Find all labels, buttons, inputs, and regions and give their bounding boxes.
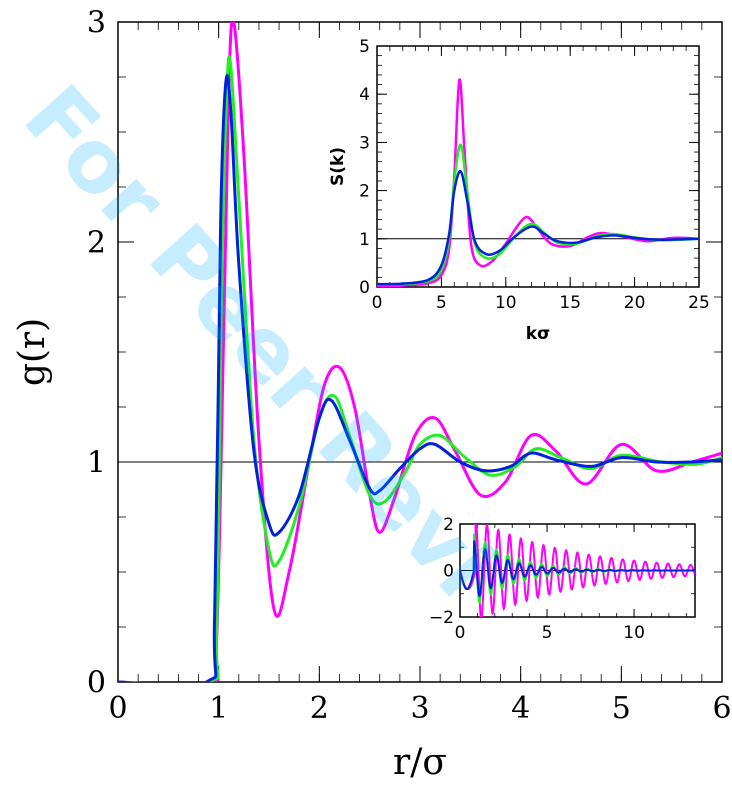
inset-top-y-tick-label: 5 (359, 37, 370, 57)
inset-top-frame (376, 45, 700, 288)
main-y-tick-label: 0 (87, 666, 106, 701)
main-x-tick-label: 3 (410, 691, 429, 726)
main-series-magenta (118, 22, 722, 682)
main-y-tick-label: 2 (87, 226, 106, 261)
main-y-tick-label: 1 (87, 446, 106, 481)
inset-top-y-tick-label: 4 (359, 85, 370, 105)
main-y-tick-label: 3 (87, 6, 106, 41)
main-series-blue (118, 74, 722, 682)
inset-bottom-x-tick-label: 5 (542, 623, 553, 643)
main-x-tick-label: 1 (209, 691, 228, 726)
inset-top-y-tick-label: 1 (359, 230, 370, 250)
main-x-axis-title: r/σ (393, 742, 447, 783)
inset-top-series-blue (377, 170, 699, 286)
inset-top-x-tick-label: 0 (372, 293, 383, 313)
inset-bottom-y-tick-label: 0 (443, 561, 454, 581)
inset-oscillation: 0 5 10−202 (429, 515, 696, 643)
inset-top-x-tick-label: 25 (688, 293, 710, 313)
inset-bottom-series-blue (460, 540, 695, 598)
inset-top-x-tick-label: 20 (624, 293, 646, 313)
inset-top-x-tick-label: 5 (436, 293, 447, 313)
inset-bottom-x-tick-label: 0 (455, 623, 466, 643)
inset-bottom-y-tick-label: −2 (429, 608, 454, 628)
main-x-tick-label: 6 (712, 691, 731, 726)
inset-bottom-y-tick-label: 2 (443, 515, 454, 535)
inset-bottom-x-tick-label: 10 (623, 623, 645, 643)
main-x-tick-label: 5 (612, 691, 631, 726)
inset-top-y-tick-label: 0 (359, 278, 370, 298)
inset-top-x-axis-title: kσ (526, 324, 551, 344)
inset-top-series-green (377, 143, 699, 286)
inset-top-x-tick-label: 15 (559, 293, 581, 313)
inset-top-y-tick-label: 3 (359, 133, 370, 153)
inset-structure-factor: 0 5 10 15 20 25 0 1 2 3 4 5 kσ S(k) (328, 37, 710, 344)
inset-top-y-axis-title: S(k) (328, 147, 348, 186)
main-x-tick-label: 0 (108, 691, 127, 726)
main-series-green (118, 55, 722, 682)
inset-top-x-tick-label: 10 (495, 293, 517, 313)
main-x-tick-label: 2 (310, 691, 329, 726)
inset-bottom-series-magenta (460, 524, 695, 617)
main-y-axis-title: g(r) (12, 318, 53, 386)
inset-top-y-tick-label: 2 (359, 182, 370, 202)
main-x-tick-label: 4 (511, 691, 530, 726)
